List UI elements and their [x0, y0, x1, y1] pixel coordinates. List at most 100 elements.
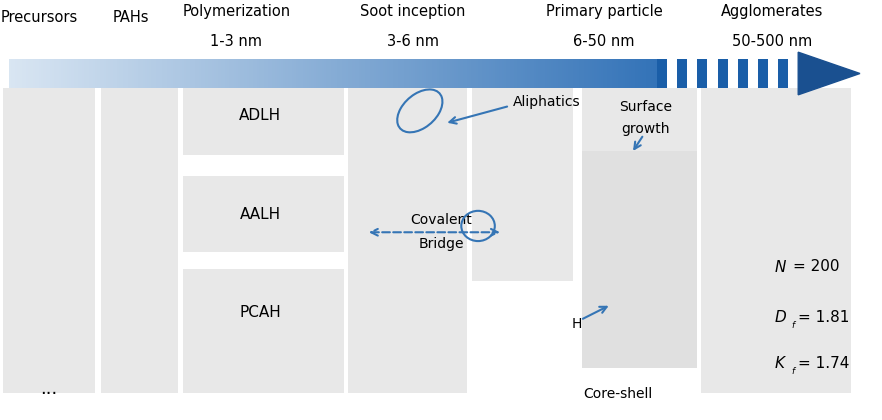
Bar [407, 59, 409, 88]
Bar [469, 59, 472, 88]
Bar [623, 59, 625, 88]
Bar [78, 59, 81, 88]
Bar [350, 59, 354, 88]
Bar [197, 59, 200, 88]
Bar [37, 59, 40, 88]
Bar [380, 59, 384, 88]
Bar [415, 59, 418, 88]
Bar [322, 59, 325, 88]
Bar [549, 59, 552, 88]
Bar [320, 59, 323, 88]
Bar [82, 59, 86, 88]
Bar [43, 59, 47, 88]
Bar [138, 59, 141, 88]
Bar [478, 59, 481, 88]
Bar [452, 59, 455, 88]
Bar [128, 59, 131, 88]
Bar [579, 59, 582, 88]
Bar [348, 59, 351, 88]
Bar [286, 59, 288, 88]
Bar [39, 59, 42, 88]
Text: $_f$: $_f$ [791, 363, 797, 376]
Bar [493, 59, 496, 88]
Text: $D$: $D$ [774, 309, 788, 325]
Text: 6-50 nm: 6-50 nm [573, 34, 635, 49]
Bar [310, 59, 312, 88]
Bar [121, 59, 124, 88]
Bar [454, 59, 457, 88]
Bar [329, 59, 332, 88]
Bar [227, 59, 230, 88]
Bar [340, 59, 342, 88]
Bar [132, 59, 135, 88]
Bar [101, 59, 105, 88]
Bar [408, 59, 412, 88]
Bar [596, 59, 600, 88]
Text: ADLH: ADLH [239, 108, 281, 123]
Bar [612, 59, 615, 88]
Bar [594, 59, 597, 88]
Bar [130, 59, 133, 88]
Bar [701, 88, 851, 393]
Bar [243, 59, 245, 88]
Bar [411, 59, 414, 88]
Bar [638, 59, 640, 88]
Bar [281, 59, 284, 88]
Bar [119, 59, 122, 88]
Bar [108, 59, 111, 88]
Bar [653, 59, 656, 88]
Bar [268, 59, 271, 88]
Bar [582, 151, 697, 368]
Bar [392, 59, 394, 88]
Bar [63, 59, 66, 88]
Bar [609, 59, 613, 88]
Bar [219, 59, 221, 88]
Bar [627, 59, 630, 88]
Bar [504, 59, 506, 88]
Bar [183, 59, 187, 88]
Bar [266, 59, 269, 88]
Bar [168, 59, 172, 88]
Bar [370, 59, 373, 88]
Bar [270, 59, 273, 88]
Bar [52, 59, 55, 88]
Bar [26, 59, 29, 88]
Bar [758, 59, 768, 88]
Bar [542, 59, 546, 88]
Bar [15, 59, 19, 88]
Bar [547, 59, 550, 88]
Bar [116, 59, 120, 88]
Bar [605, 59, 609, 88]
Bar [279, 59, 282, 88]
Bar [283, 59, 287, 88]
Bar [85, 59, 87, 88]
Bar [201, 59, 205, 88]
Bar [445, 59, 448, 88]
Bar [633, 59, 636, 88]
Bar [48, 59, 51, 88]
Bar [288, 59, 291, 88]
Bar [553, 59, 557, 88]
Bar [620, 59, 624, 88]
Bar [244, 59, 247, 88]
Bar [718, 59, 728, 88]
Bar [33, 59, 35, 88]
Bar [389, 59, 392, 88]
Bar [465, 59, 467, 88]
Bar [572, 59, 576, 88]
Bar [238, 59, 241, 88]
Bar [480, 59, 483, 88]
Bar [56, 59, 59, 88]
Bar [341, 59, 345, 88]
Bar [385, 59, 388, 88]
Bar [472, 88, 573, 281]
Bar [277, 59, 280, 88]
Text: Covalent: Covalent [410, 213, 472, 228]
Bar [517, 59, 519, 88]
Bar [632, 59, 634, 88]
Bar [387, 59, 390, 88]
Bar [307, 59, 310, 88]
Bar [225, 59, 228, 88]
Bar [101, 88, 178, 393]
Bar [569, 59, 572, 88]
